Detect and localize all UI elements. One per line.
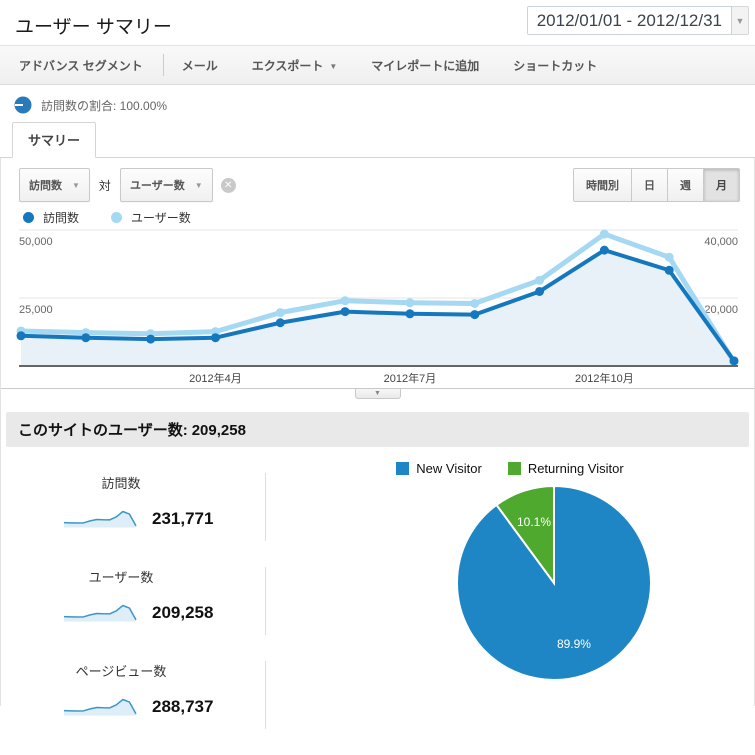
metric-label: ユーザー数 — [88, 570, 154, 585]
svg-text:10.1%: 10.1% — [517, 515, 551, 529]
pie-legend: New Visitor Returning Visitor — [396, 457, 624, 479]
pageviews-sparkline — [63, 698, 137, 716]
overview-content: 訪問数 231,771 ユーザー数 209,258 ページビュー数 288,73… — [1, 455, 754, 755]
export-button[interactable]: エクスポート ▼ — [251, 58, 338, 73]
new-visitor-swatch-icon — [396, 461, 410, 475]
legend-item-visits: 訪問数 — [23, 209, 79, 226]
svg-text:20,000: 20,000 — [704, 304, 738, 316]
metric-select-secondary[interactable]: ユーザー数 ▼ — [119, 168, 213, 202]
granularity-button-group: 時間別 日 週 月 — [573, 168, 740, 202]
date-range-value[interactable]: 2012/01/01 - 2012/12/31 — [526, 6, 732, 35]
returning-visitor-swatch-icon — [507, 461, 521, 475]
visitor-type-section: New Visitor Returning Visitor 89.9% 10.1% — [266, 455, 754, 755]
advanced-segments-button[interactable]: アドバンス セグメント — [19, 58, 143, 73]
users-series-dot-icon — [111, 211, 123, 223]
granularity-week-button[interactable]: 週 — [667, 168, 704, 202]
site-users-banner: このサイトのユーザー数: 209,258 — [6, 412, 749, 447]
svg-text:50,000: 50,000 — [19, 236, 53, 248]
main-chart[interactable]: 25,000 50,000 20,000 40,000 2012年4月 2012年7月 20… — [1, 226, 755, 388]
vs-label: 対 — [98, 178, 111, 193]
date-range-picker[interactable]: 2012/01/01 - 2012/12/31 ▼ — [526, 6, 749, 35]
site-users-banner-value: 209,258 — [191, 422, 246, 439]
svg-text:40,000: 40,000 — [704, 236, 738, 248]
visits-series-dot-icon — [23, 211, 34, 223]
chevron-down-icon: ▼ — [735, 15, 745, 26]
site-users-banner-label: このサイトのユーザー数: — [18, 422, 188, 439]
granularity-day-button[interactable]: 日 — [631, 168, 668, 202]
svg-text:2012年10月: 2012年10月 — [575, 371, 634, 385]
metric-value: 288,737 — [152, 697, 214, 716]
summary-panel: 訪問数 ▼ 対 ユーザー数 ▼ ✕ 時間別 日 週 月 訪問数 ユーザー数 25,0… — [0, 158, 755, 729]
metric-label: ページビュー数 — [75, 664, 167, 679]
tab-summary[interactable]: サマリー — [12, 122, 97, 158]
granularity-hourly-button[interactable]: 時間別 — [573, 168, 632, 202]
page-title: ユーザー サマリー — [15, 17, 172, 38]
date-range-dropdown-arrow[interactable]: ▼ — [732, 6, 749, 35]
shortcut-button[interactable]: ショートカット — [513, 58, 598, 73]
timeline-collapse-handle[interactable]: ▼ — [354, 388, 401, 399]
pie-chart[interactable]: 89.9% 10.1% — [266, 483, 754, 731]
svg-text:89.9%: 89.9% — [557, 637, 591, 651]
visits-sparkline — [63, 510, 137, 528]
svg-text:2012年7月: 2012年7月 — [384, 371, 437, 385]
metrics-column: 訪問数 231,771 ユーザー数 209,258 ページビュー数 288,73… — [1, 455, 266, 755]
line-chart-legend: 訪問数 ユーザー数 — [1, 200, 754, 226]
chevron-down-icon: ▼ — [329, 61, 338, 71]
legend-item-users: ユーザー数 — [111, 209, 191, 226]
report-header: ユーザー サマリー 2012/01/01 - 2012/12/31 ▼ — [0, 0, 755, 45]
svg-text:25,000: 25,000 — [19, 304, 53, 316]
svg-text:2012年4月: 2012年4月 — [189, 371, 242, 385]
metric-block-users[interactable]: ユーザー数 209,258 — [1, 567, 266, 635]
toolbar-divider — [162, 54, 164, 76]
granularity-month-button[interactable]: 月 — [703, 168, 740, 202]
metric-value: 209,258 — [152, 603, 214, 622]
users-sparkline — [63, 604, 137, 622]
segment-pie-icon — [14, 96, 32, 114]
add-to-dashboard-button[interactable]: マイレポートに追加 — [371, 58, 480, 73]
chevron-down-icon: ▼ — [72, 180, 80, 190]
tab-bar: サマリー — [0, 122, 755, 158]
chart-controls: 訪問数 ▼ 対 ユーザー数 ▼ ✕ 時間別 日 週 月 — [1, 158, 754, 202]
legend-item-returning-visitor: Returning Visitor — [507, 461, 624, 476]
email-button[interactable]: メール — [181, 58, 218, 73]
segment-label: 訪問数の割合: 100.00% — [41, 98, 168, 113]
remove-comparison-icon[interactable]: ✕ — [220, 177, 236, 193]
metric-block-visits[interactable]: 訪問数 231,771 — [1, 473, 266, 541]
segment-row: 訪問数の割合: 100.00% — [0, 85, 755, 125]
chart-footer-divider: ▼ — [1, 388, 754, 401]
metric-select-primary[interactable]: 訪問数 ▼ — [19, 168, 90, 202]
report-toolbar: アドバンス セグメント メール エクスポート ▼ マイレポートに追加 ショートカッ… — [0, 45, 755, 85]
legend-item-new-visitor: New Visitor — [396, 461, 482, 476]
chevron-down-icon: ▼ — [194, 180, 203, 190]
metric-label: 訪問数 — [101, 476, 141, 491]
metric-block-pageviews[interactable]: ページビュー数 288,737 — [1, 661, 266, 729]
metric-value: 231,771 — [152, 509, 214, 528]
